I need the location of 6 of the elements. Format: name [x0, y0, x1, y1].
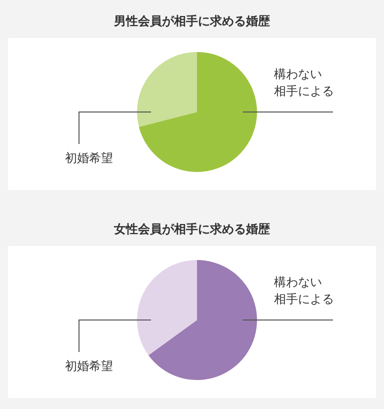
slice-label: 初婚希望	[65, 151, 113, 165]
chart-title: 男性会員が相手に求める婚歴	[113, 14, 271, 28]
chart-title: 女性会員が相手に求める婚歴	[113, 222, 271, 236]
slice-label: 構わない相手による	[274, 66, 335, 100]
slice-label: 初婚希望	[65, 359, 113, 373]
slice-label: 構わない相手による	[274, 274, 335, 308]
